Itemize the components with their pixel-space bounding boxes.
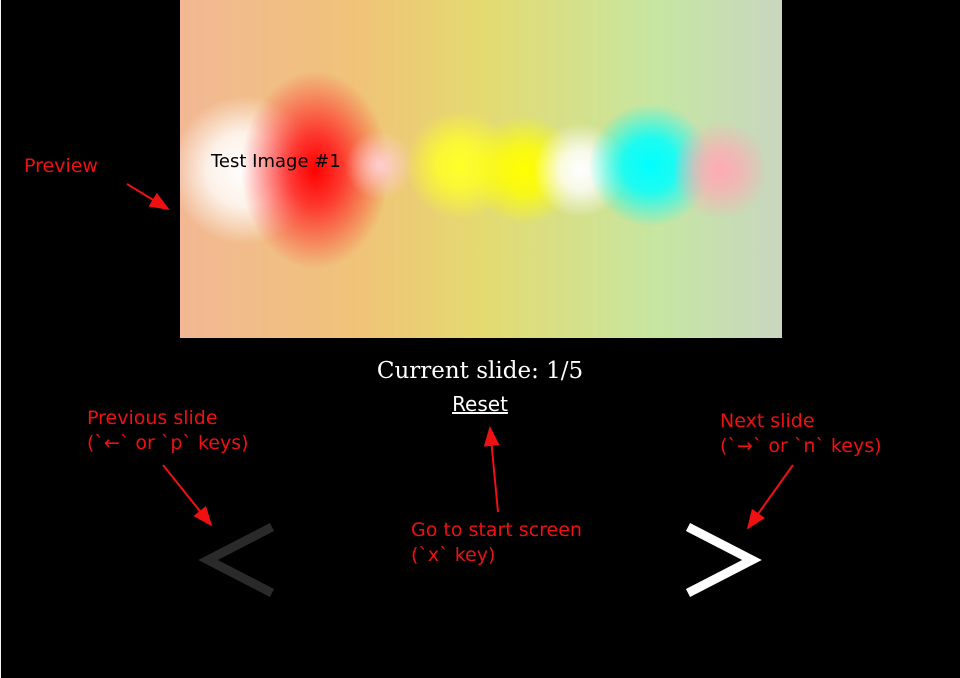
reset-annotation-line2: (`x` key) — [411, 544, 496, 566]
reset-annotation-arrow — [483, 426, 500, 513]
reset-link[interactable]: Reset — [452, 392, 508, 416]
previous-slide-button[interactable] — [196, 505, 286, 615]
preview-pink-glow-2 — [675, 115, 765, 225]
reset-container: Reset — [0, 392, 960, 416]
preview-yellow-glow-1 — [405, 110, 515, 220]
previous-annotation-line1: Previous slide — [87, 407, 218, 429]
preview-yellow-glow-2 — [470, 115, 580, 225]
reset-annotation-line1: Go to start screen — [411, 519, 582, 541]
chevron-right-icon — [685, 523, 762, 597]
next-slide-button[interactable] — [676, 505, 766, 615]
next-annotation-line2: (`→` or `n` keys) — [720, 435, 882, 457]
window-edge — [0, 0, 1, 678]
previous-annotation-line2: (`←` or `p` keys) — [87, 432, 249, 454]
next-annotation-line1: Next slide — [720, 410, 815, 432]
reset-annotation: Go to start screen (`x` key) — [411, 518, 582, 568]
preview-annotation-arrow — [126, 183, 170, 211]
previous-annotation: Previous slide (`←` or `p` keys) — [87, 406, 249, 456]
preview-caption: Test Image #1 — [211, 151, 341, 172]
preview-white-glow-2 — [535, 120, 625, 220]
preview-annotation: Preview — [24, 155, 98, 177]
next-annotation: Next slide (`→` or `n` keys) — [720, 409, 882, 459]
preview-pink-glow — [345, 130, 415, 200]
current-slide-indicator: Current slide: 1/5 — [376, 358, 584, 384]
chevron-left-icon — [198, 523, 275, 597]
preview-cyan-glow — [590, 100, 710, 230]
slide-preview-image: Test Image #1 — [180, 0, 782, 338]
